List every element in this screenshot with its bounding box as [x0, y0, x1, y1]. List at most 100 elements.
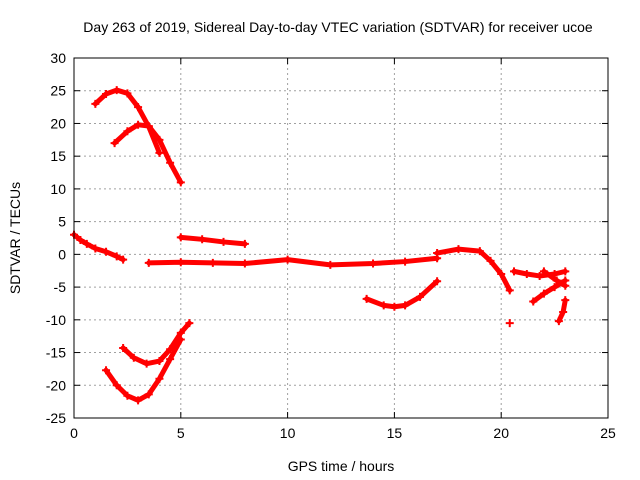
data-point [144, 122, 153, 131]
data-point [561, 296, 570, 305]
y-axis-label: SDTVAR / TECUs [7, 182, 23, 294]
data-point [119, 343, 128, 352]
series-arc-after-5 [176, 233, 249, 248]
series-arc-late-1 [510, 267, 570, 280]
data-point [166, 158, 175, 167]
series-curve [146, 255, 440, 268]
data-point [379, 301, 388, 310]
series-arc-lower-1 [362, 277, 442, 311]
data-point [142, 359, 151, 368]
data-point [240, 259, 249, 268]
data-point [219, 237, 228, 246]
data-point [505, 286, 514, 295]
series-arc-lower-2 [119, 319, 194, 368]
series-curve [112, 122, 184, 185]
series-arc-upper-1 [91, 86, 164, 157]
plot-frame [73, 57, 609, 419]
data-point [155, 357, 164, 366]
data-point [123, 391, 132, 400]
data-point [561, 267, 570, 276]
data-point [102, 90, 111, 98]
data-point [134, 396, 143, 405]
data-point [475, 247, 484, 256]
data-point [326, 260, 335, 269]
data-point [550, 283, 559, 292]
data-point [552, 276, 561, 285]
data-point [433, 249, 442, 258]
data-series [70, 86, 570, 405]
y-tick-label: 25 [50, 83, 66, 99]
data-point [102, 247, 111, 256]
data-point [155, 135, 164, 144]
data-point [401, 301, 410, 310]
y-tick-label: 0 [58, 246, 66, 262]
data-point [110, 139, 119, 148]
series-arc-baseline-main [144, 254, 442, 269]
y-tick-label: 20 [50, 115, 66, 131]
series-curve [434, 246, 513, 293]
y-tick-label: 30 [50, 50, 66, 66]
data-point [283, 255, 292, 264]
series-arc-late-4 [554, 296, 570, 326]
data-point [390, 302, 399, 311]
y-tick-label: 10 [50, 181, 66, 197]
series-arc-end [433, 245, 514, 295]
data-point [155, 148, 164, 157]
data-point [185, 319, 194, 328]
data-point [535, 271, 544, 280]
data-point [112, 252, 121, 261]
data-point [486, 256, 495, 265]
data-point [123, 89, 132, 98]
series-curve [364, 278, 440, 310]
data-point [561, 281, 570, 290]
data-point [119, 255, 128, 264]
data-point [91, 244, 100, 253]
y-tick-label: 5 [58, 214, 66, 230]
data-point [112, 86, 121, 95]
y-tick-label: -25 [46, 410, 66, 426]
series-arc-upper-2 [110, 120, 185, 187]
data-point [123, 127, 132, 136]
data-point [166, 355, 175, 364]
series-arc-baseline-start [70, 230, 128, 264]
data-point [176, 335, 185, 344]
data-point [505, 319, 514, 328]
data-point [497, 270, 506, 278]
axis-ticks: 0 5 10 15 20 25 -25 -20 -15 -10 -5 0 5 10 15 20 25 30 [46, 50, 616, 441]
y-tick-label: -20 [46, 377, 66, 393]
chart-title: Day 263 of 2019, Sidereal Day-to-day VTE… [83, 19, 593, 35]
data-point [401, 257, 410, 266]
data-point [76, 235, 85, 244]
x-tick-label: 5 [177, 425, 185, 441]
data-point [176, 178, 185, 187]
data-point [176, 233, 185, 242]
data-point [155, 374, 164, 383]
data-point [134, 120, 143, 129]
data-point [240, 239, 249, 248]
data-point [454, 245, 463, 254]
x-tick-label: 15 [387, 425, 403, 441]
data-point [529, 297, 538, 306]
x-axis-label: GPS time / hours [288, 458, 395, 474]
x-tick-label: 20 [493, 425, 509, 441]
data-point [208, 258, 217, 267]
series-arc-lower-3 [102, 335, 185, 405]
series-curve [103, 336, 184, 403]
data-point [176, 258, 185, 267]
grid-lines [74, 58, 608, 418]
series-point-isolated [505, 319, 514, 328]
data-point [539, 289, 548, 298]
data-point [129, 353, 138, 362]
data-point [144, 390, 153, 399]
x-tick-label: 0 [70, 425, 78, 441]
series-arc-late-3 [539, 267, 570, 290]
data-point [433, 277, 442, 286]
data-point [362, 294, 371, 303]
data-point [510, 267, 519, 276]
data-point [522, 270, 531, 278]
data-point [112, 381, 121, 390]
data-point [198, 235, 207, 244]
data-point [102, 366, 111, 375]
series-curve [92, 87, 162, 156]
